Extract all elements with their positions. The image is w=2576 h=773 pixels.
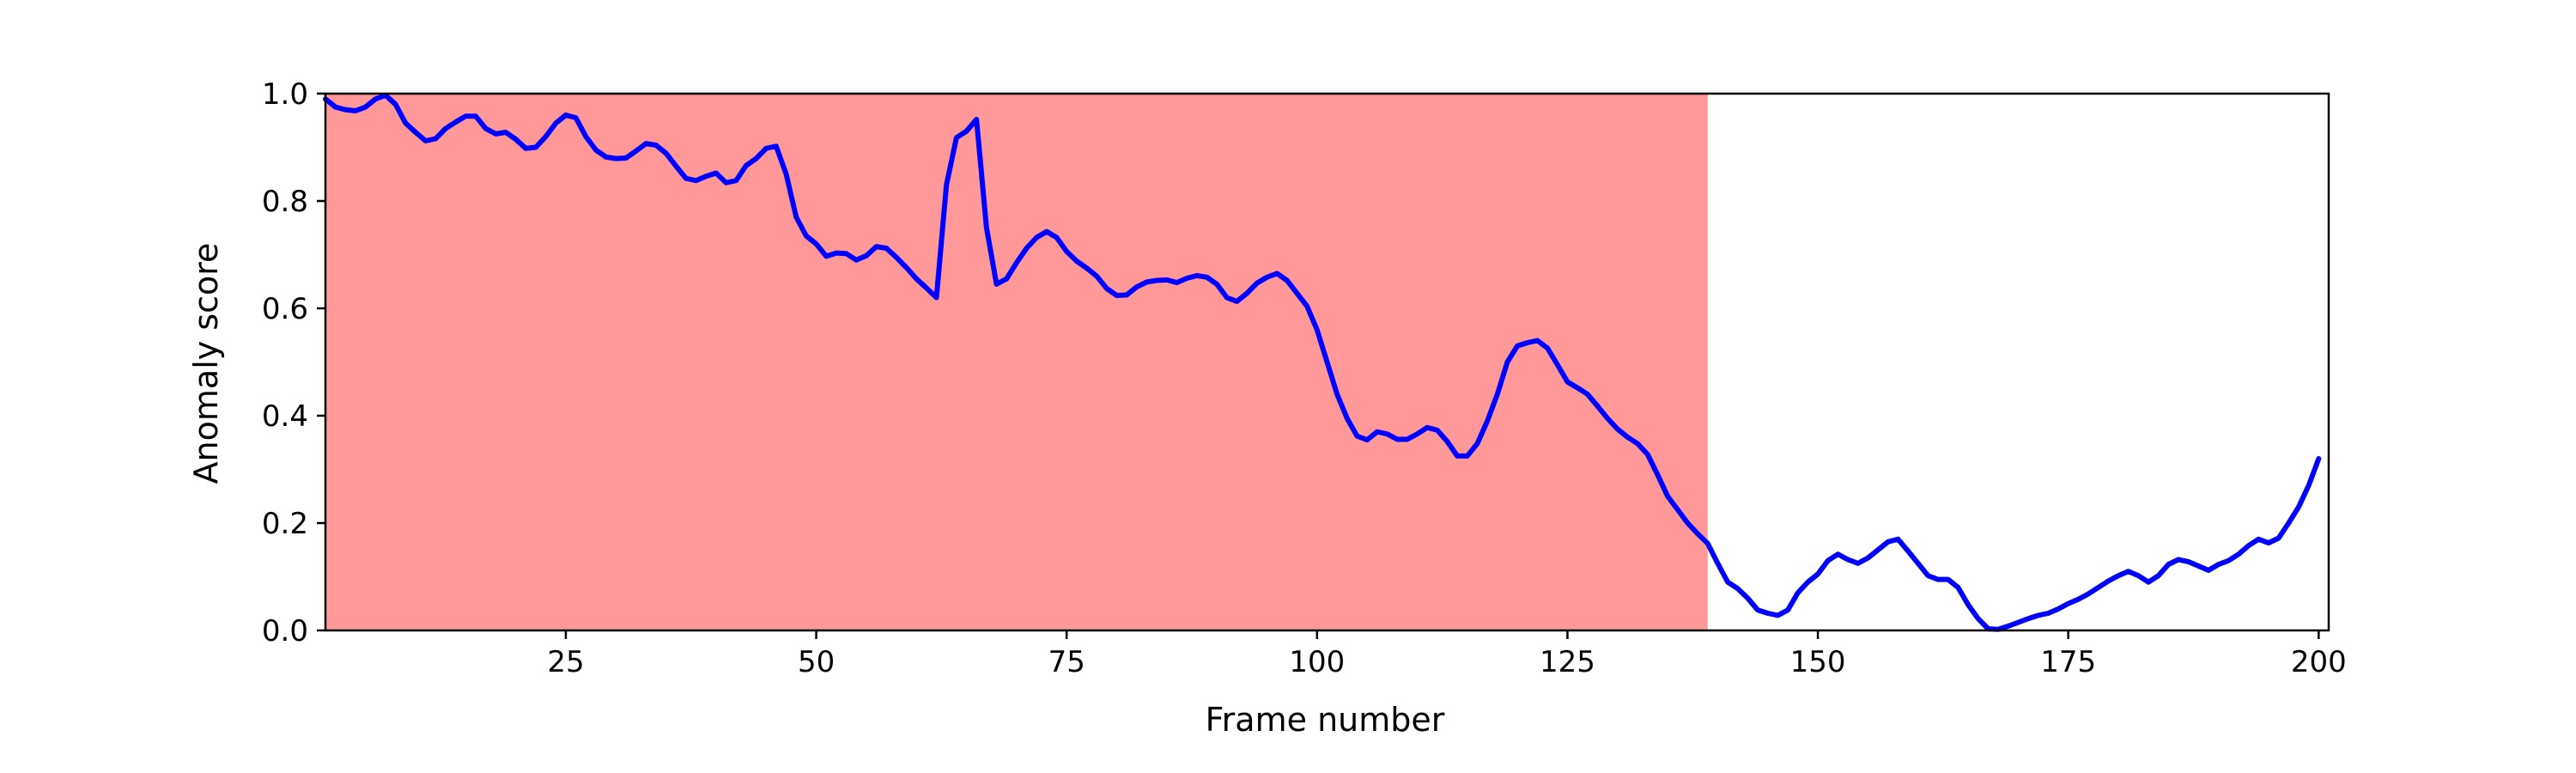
x-axis-ticks: 25 50 75 100 125 150 175 200 (547, 630, 2347, 679)
y-tick-label: 0.6 (262, 292, 308, 326)
axes-frame (324, 92, 2330, 632)
x-tick-label: 150 (1790, 645, 1846, 679)
x-tick-label: 175 (2040, 645, 2096, 679)
x-axis-title: Frame number (1206, 701, 1445, 739)
x-tick-label: 125 (1540, 645, 1595, 679)
y-axis-ticks: 0.0 0.2 0.4 0.6 0.8 1.0 (262, 77, 325, 648)
shaded-region (325, 94, 1708, 630)
x-tick-label: 100 (1289, 645, 1345, 679)
y-axis-title: Anomaly score (187, 243, 225, 484)
plot-area (323, 92, 2330, 632)
x-tick-label: 25 (547, 645, 584, 679)
x-tick-label: 75 (1048, 645, 1085, 679)
y-tick-label: 0.8 (262, 185, 308, 219)
x-tick-label: 200 (2291, 645, 2347, 679)
y-tick-label: 0.2 (262, 507, 308, 541)
y-tick-label: 1.0 (262, 77, 308, 112)
y-tick-label: 0.4 (262, 399, 308, 434)
series-line-0 (323, 92, 2322, 632)
y-tick-label: 0.0 (262, 614, 308, 648)
x-tick-label: 50 (798, 645, 835, 679)
